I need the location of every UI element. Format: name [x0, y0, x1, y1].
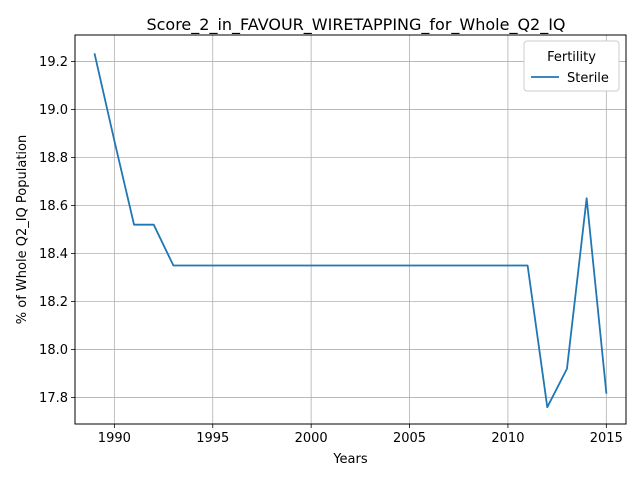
y-tick-label: 17.8 — [39, 391, 68, 406]
y-tick-label: 18.0 — [39, 343, 68, 358]
x-tick-label: 2010 — [491, 431, 524, 446]
y-tick-label: 18.6 — [39, 199, 68, 214]
grid — [75, 35, 626, 424]
legend-box — [523, 40, 620, 92]
legend-label-sterile: Sterile — [567, 71, 609, 86]
chart-title: Score_2_in_FAVOUR_WIRETAPPING_for_Whole_… — [146, 15, 565, 35]
legend: Fertility Sterile — [523, 40, 620, 92]
x-tick-label: 1995 — [196, 431, 229, 446]
x-tick-label: 1990 — [98, 431, 131, 446]
y-axis-label: % of Whole Q2_IQ Population — [15, 135, 30, 324]
ticks: 1990 1995 2000 2005 2010 2015 17.8 18.0 18.2 18.4… — [39, 55, 623, 446]
x-tick-label: 2015 — [590, 431, 623, 446]
x-tick-label: 2005 — [393, 431, 426, 446]
y-tick-label: 18.4 — [39, 247, 68, 262]
y-tick-label: 19.0 — [39, 103, 68, 118]
y-tick-label: 19.2 — [39, 55, 68, 70]
series-line-sterile — [93, 53, 608, 409]
x-axis-label: Years — [332, 452, 368, 467]
x-tick-label: 2000 — [295, 431, 328, 446]
y-tick-label: 18.2 — [39, 295, 68, 310]
series-layer — [93, 53, 608, 409]
legend-title: Fertility — [547, 50, 596, 65]
y-tick-label: 18.8 — [39, 151, 68, 166]
plot-frame — [74, 34, 627, 425]
